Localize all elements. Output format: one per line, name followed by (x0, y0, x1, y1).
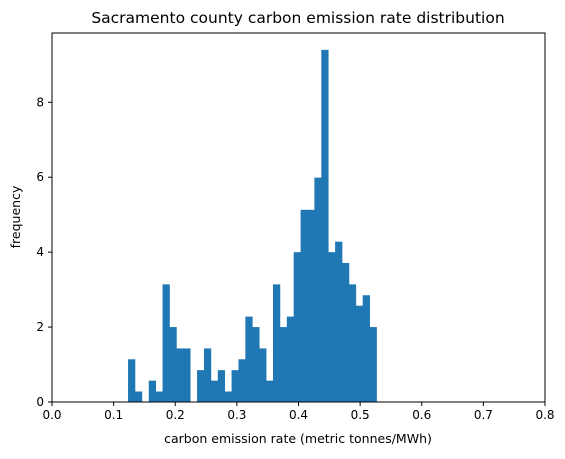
histogram-bar-1 (134, 391, 143, 402)
x-tick-label-3: 0.3 (227, 408, 246, 422)
histogram-bar-30 (335, 241, 343, 402)
histogram-bar-12 (210, 380, 219, 402)
histogram-bar-26 (307, 209, 315, 402)
histogram-bar-5 (162, 284, 170, 402)
x-tick-label-5: 0.5 (351, 408, 370, 422)
histogram-bars (128, 49, 377, 402)
histogram-bar-14 (224, 391, 232, 402)
y-tick-label-0: 0 (36, 395, 44, 409)
y-axis-label: frequency (8, 185, 23, 248)
histogram-bar-15 (231, 370, 239, 402)
histogram-bar-21 (272, 284, 281, 402)
histogram-bar-31 (342, 263, 350, 402)
histogram-bar-0 (128, 359, 136, 402)
y-tick-label-2: 4 (36, 245, 44, 259)
histogram-bar-28 (321, 49, 329, 402)
y-tick-label-3: 6 (36, 170, 44, 184)
histogram-bar-24 (293, 252, 301, 402)
x-tick-label-4: 0.4 (289, 408, 308, 422)
histogram-bar-17 (245, 316, 253, 402)
histogram-bar-16 (238, 359, 246, 402)
histogram-bar-8 (183, 348, 191, 402)
histogram-bar-27 (314, 177, 322, 402)
histogram-bar-23 (286, 316, 295, 402)
histogram-bar-10 (197, 370, 205, 402)
histogram-bar-13 (217, 370, 226, 402)
histogram-bar-4 (155, 391, 163, 402)
histogram-bar-20 (266, 380, 274, 402)
x-tick-label-6: 0.6 (412, 408, 431, 422)
histogram-bar-6 (169, 327, 177, 402)
histogram-bar-3 (148, 380, 157, 402)
y-axis-ticks: 0 2 4 6 8 (36, 95, 52, 409)
histogram-bar-19 (259, 348, 267, 402)
histogram-bar-22 (279, 327, 288, 402)
chart-title: Sacramento county carbon emission rate d… (91, 9, 504, 27)
y-tick-label-1: 2 (36, 320, 44, 334)
x-tick-label-0: 0.0 (42, 408, 61, 422)
x-axis-label: carbon emission rate (metric tonnes/MWh) (164, 431, 432, 446)
histogram-bar-32 (348, 284, 357, 402)
y-tick-label-4: 8 (36, 95, 44, 109)
x-tick-label-8: 0.8 (535, 408, 554, 422)
histogram-bar-35 (369, 327, 377, 402)
histogram-bar-11 (203, 348, 212, 402)
x-tick-label-2: 0.2 (166, 408, 185, 422)
histogram-bar-7 (176, 348, 184, 402)
histogram-bar-34 (362, 295, 370, 402)
x-tick-label-7: 0.7 (474, 408, 493, 422)
histogram-bar-25 (300, 209, 308, 402)
histogram-bar-33 (355, 305, 364, 402)
histogram-bar-18 (252, 327, 260, 402)
x-tick-label-1: 0.1 (104, 408, 123, 422)
histogram-bar-29 (328, 252, 336, 402)
x-axis-ticks: 0.0 0.1 0.2 0.3 0.4 0.5 0.6 0.7 0.8 (42, 402, 555, 422)
